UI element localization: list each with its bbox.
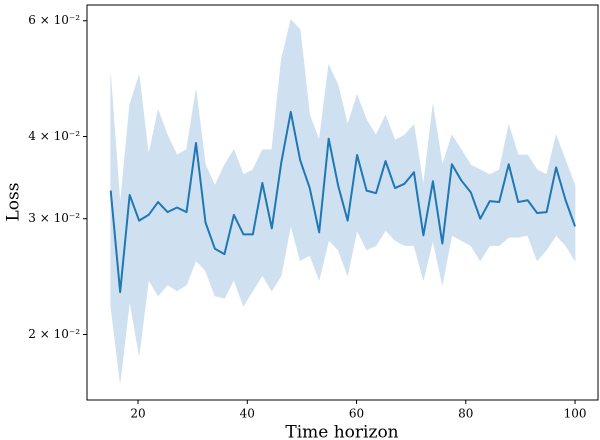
x-tick-label: 60 [349,407,364,421]
y-tick-label: 2 × 10⁻² [28,327,80,341]
x-tick-label: 100 [564,407,587,421]
y-tick-label: 6 × 10⁻² [28,13,80,27]
x-axis-label: Time horizon [285,423,398,440]
x-tick-label: 20 [130,407,145,421]
line [109,110,576,294]
x-tick-label: 80 [458,407,473,421]
x-tick-label: 40 [240,407,255,421]
y-tick-label: 4 × 10⁻² [28,129,80,143]
y-axis-label: Loss [4,183,24,222]
y-tick-label: 3 × 10⁻² [28,211,80,225]
plot-frame [86,4,599,401]
